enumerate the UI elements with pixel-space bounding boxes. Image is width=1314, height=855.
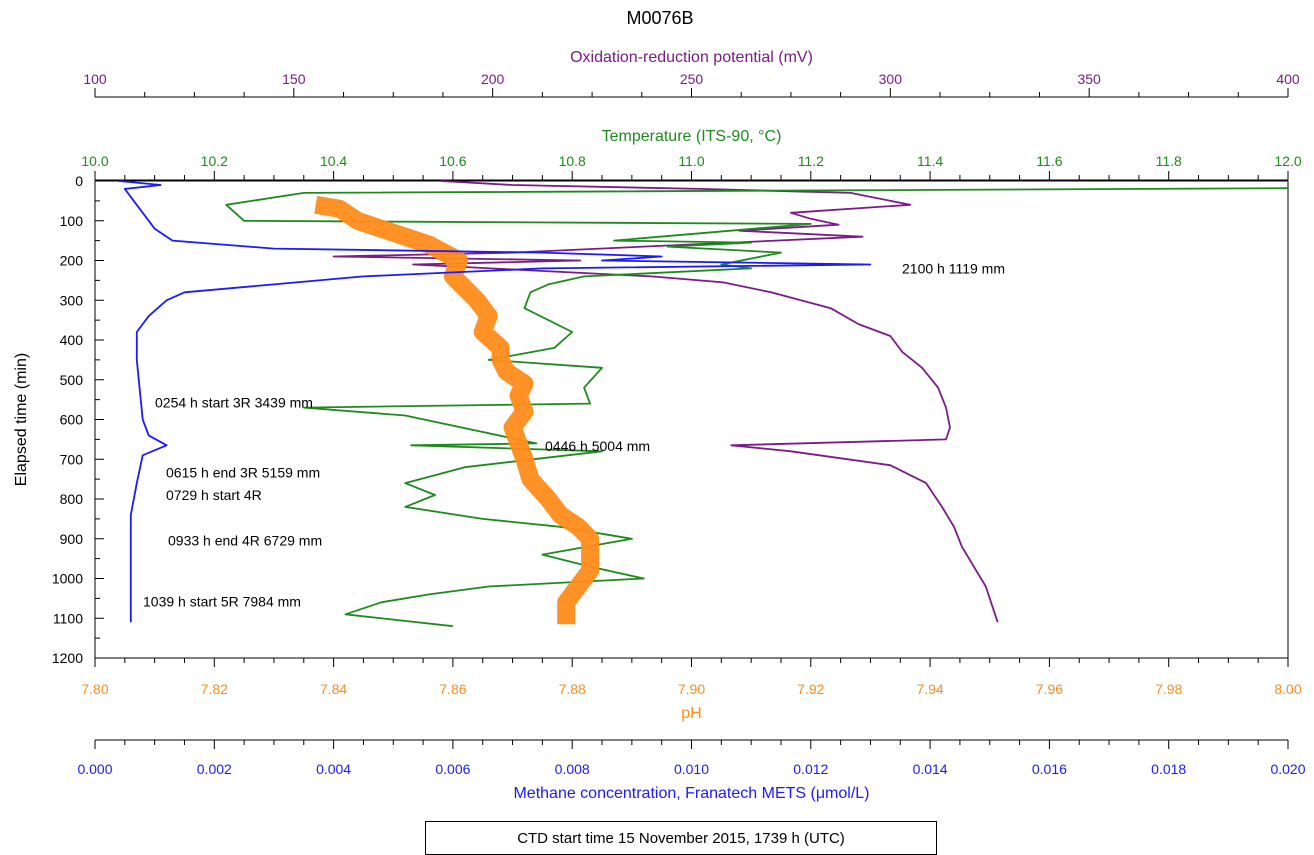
methane-axis-label: Methane concentration, Franatech METS (μ… — [513, 785, 869, 802]
temperature-tick-label: 10.0 — [81, 153, 108, 169]
y-tick-label: 200 — [60, 253, 84, 269]
methane-axis: 0.000 0.002 0.004 0.006 0.008 0.010 0.012 0.014… — [77, 739, 1306, 802]
ph-tick-label: 7.92 — [797, 681, 824, 697]
orp-tick-label: 400 — [1276, 71, 1300, 87]
temperature-tick-label: 11.2 — [798, 153, 824, 169]
methane-tick-label: 0.002 — [197, 761, 232, 777]
ph-tick-label: 7.96 — [1036, 681, 1063, 697]
temperature-tick-label: 10.6 — [439, 153, 466, 169]
y-tick-label: 400 — [60, 332, 84, 348]
annotation-label: 0729 h start 4R — [166, 487, 262, 503]
methane-tick-label: 0.006 — [435, 761, 470, 777]
y-tick-label: 1100 — [53, 610, 83, 626]
orp-axis-label: Oxidation-reduction potential (mV) — [570, 49, 813, 66]
plot-area-frame — [94, 180, 1289, 659]
methane-tick-label: 0.000 — [77, 761, 112, 777]
ph-tick-label: 7.88 — [559, 681, 586, 697]
temperature-tick-label: 10.2 — [201, 153, 228, 169]
elapsed-time-axis: 0 100 200 300 400 500 600 700 800 900 1000 1100 1200… — [13, 173, 104, 666]
methane-tick-label: 0.008 — [555, 761, 590, 777]
y-tick-label: 600 — [60, 412, 84, 428]
methane-series-line — [118, 180, 872, 623]
y-tick-label: 1000 — [52, 571, 83, 587]
temperature-tick-label: 12.0 — [1274, 153, 1301, 169]
y-tick-label: 900 — [60, 531, 84, 547]
y-tick-label: 100 — [60, 213, 84, 229]
orp-tick-label: 300 — [879, 71, 903, 87]
y-tick-label: 300 — [60, 292, 84, 308]
ph-tick-label: 7.98 — [1155, 681, 1182, 697]
y-tick-label: 800 — [60, 491, 84, 507]
y-tick-label: 500 — [60, 372, 84, 388]
temperature-axis: 10.0 10.2 10.4 10.6 10.8 11.0 11.2 11.4 11.6 11.8… — [81, 128, 1302, 181]
methane-tick-label: 0.018 — [1151, 761, 1186, 777]
orp-tick-label: 100 — [83, 71, 107, 87]
methane-tick-label: 0.004 — [316, 761, 351, 777]
y-tick-label: 0 — [75, 173, 83, 189]
ph-axis-label: pH — [681, 705, 701, 722]
methane-tick-label: 0.012 — [793, 761, 828, 777]
orp-axis: 100 150 200 250 300 350 400 Oxidation-reduction… — [83, 49, 1300, 98]
y-tick-label: 700 — [60, 451, 84, 467]
annotation-label: 0446 h 5004 mm — [545, 438, 650, 454]
y-axis-label: Elapsed time (min) — [13, 353, 30, 486]
chart-title: M0076B — [626, 8, 693, 28]
plot-series — [118, 180, 1289, 628]
annotation-label: 1039 h start 5R 7984 mm — [143, 594, 301, 610]
annotation-label: 2100 h 1119 mm — [902, 260, 1005, 276]
ph-axis: 7.80 7.82 7.84 7.86 7.88 7.90 7.92 7.94 7.96 7.98… — [81, 658, 1302, 722]
orp-tick-label: 250 — [680, 71, 704, 87]
ph-tick-label: 7.94 — [916, 681, 943, 697]
temperature-tick-label: 10.8 — [559, 153, 586, 169]
ph-tick-label: 7.86 — [439, 681, 466, 697]
ph-tick-label: 7.80 — [81, 681, 108, 697]
orp-tick-label: 150 — [282, 71, 306, 87]
temperature-tick-label: 11.4 — [917, 153, 943, 169]
annotation-label: 0933 h end 4R 6729 mm — [168, 533, 322, 549]
temperature-tick-label: 11.0 — [678, 153, 704, 169]
orp-tick-label: 350 — [1077, 71, 1101, 87]
temperature-tick-label: 11.8 — [1156, 153, 1182, 169]
methane-tick-label: 0.020 — [1270, 761, 1305, 777]
y-tick-label: 1200 — [52, 650, 83, 666]
ph-series-line — [314, 195, 600, 625]
temperature-tick-label: 10.4 — [320, 153, 347, 169]
methane-tick-label: 0.010 — [674, 761, 709, 777]
methane-tick-label: 0.014 — [913, 761, 948, 777]
ph-tick-label: 7.90 — [678, 681, 705, 697]
ph-tick-label: 7.82 — [201, 681, 228, 697]
annotation-label: 0615 h end 3R 5159 mm — [166, 464, 320, 480]
temperature-series-line — [225, 187, 1289, 628]
temperature-axis-label: Temperature (ITS-90, °C) — [602, 128, 782, 145]
temperature-tick-label: 11.6 — [1036, 153, 1062, 169]
annotations: 2100 h 1119 mm 0254 h start 3R 3439 mm 044… — [143, 260, 1005, 609]
orp-tick-label: 200 — [481, 71, 505, 87]
annotation-label: 0254 h start 3R 3439 mm — [155, 394, 313, 410]
ph-tick-label: 7.84 — [320, 681, 347, 697]
ph-tick-label: 8.00 — [1274, 681, 1301, 697]
methane-tick-label: 0.016 — [1032, 761, 1067, 777]
orp-series-line — [332, 180, 999, 623]
ctd-start-time-caption: CTD start time 15 November 2015, 1739 h … — [425, 821, 937, 855]
